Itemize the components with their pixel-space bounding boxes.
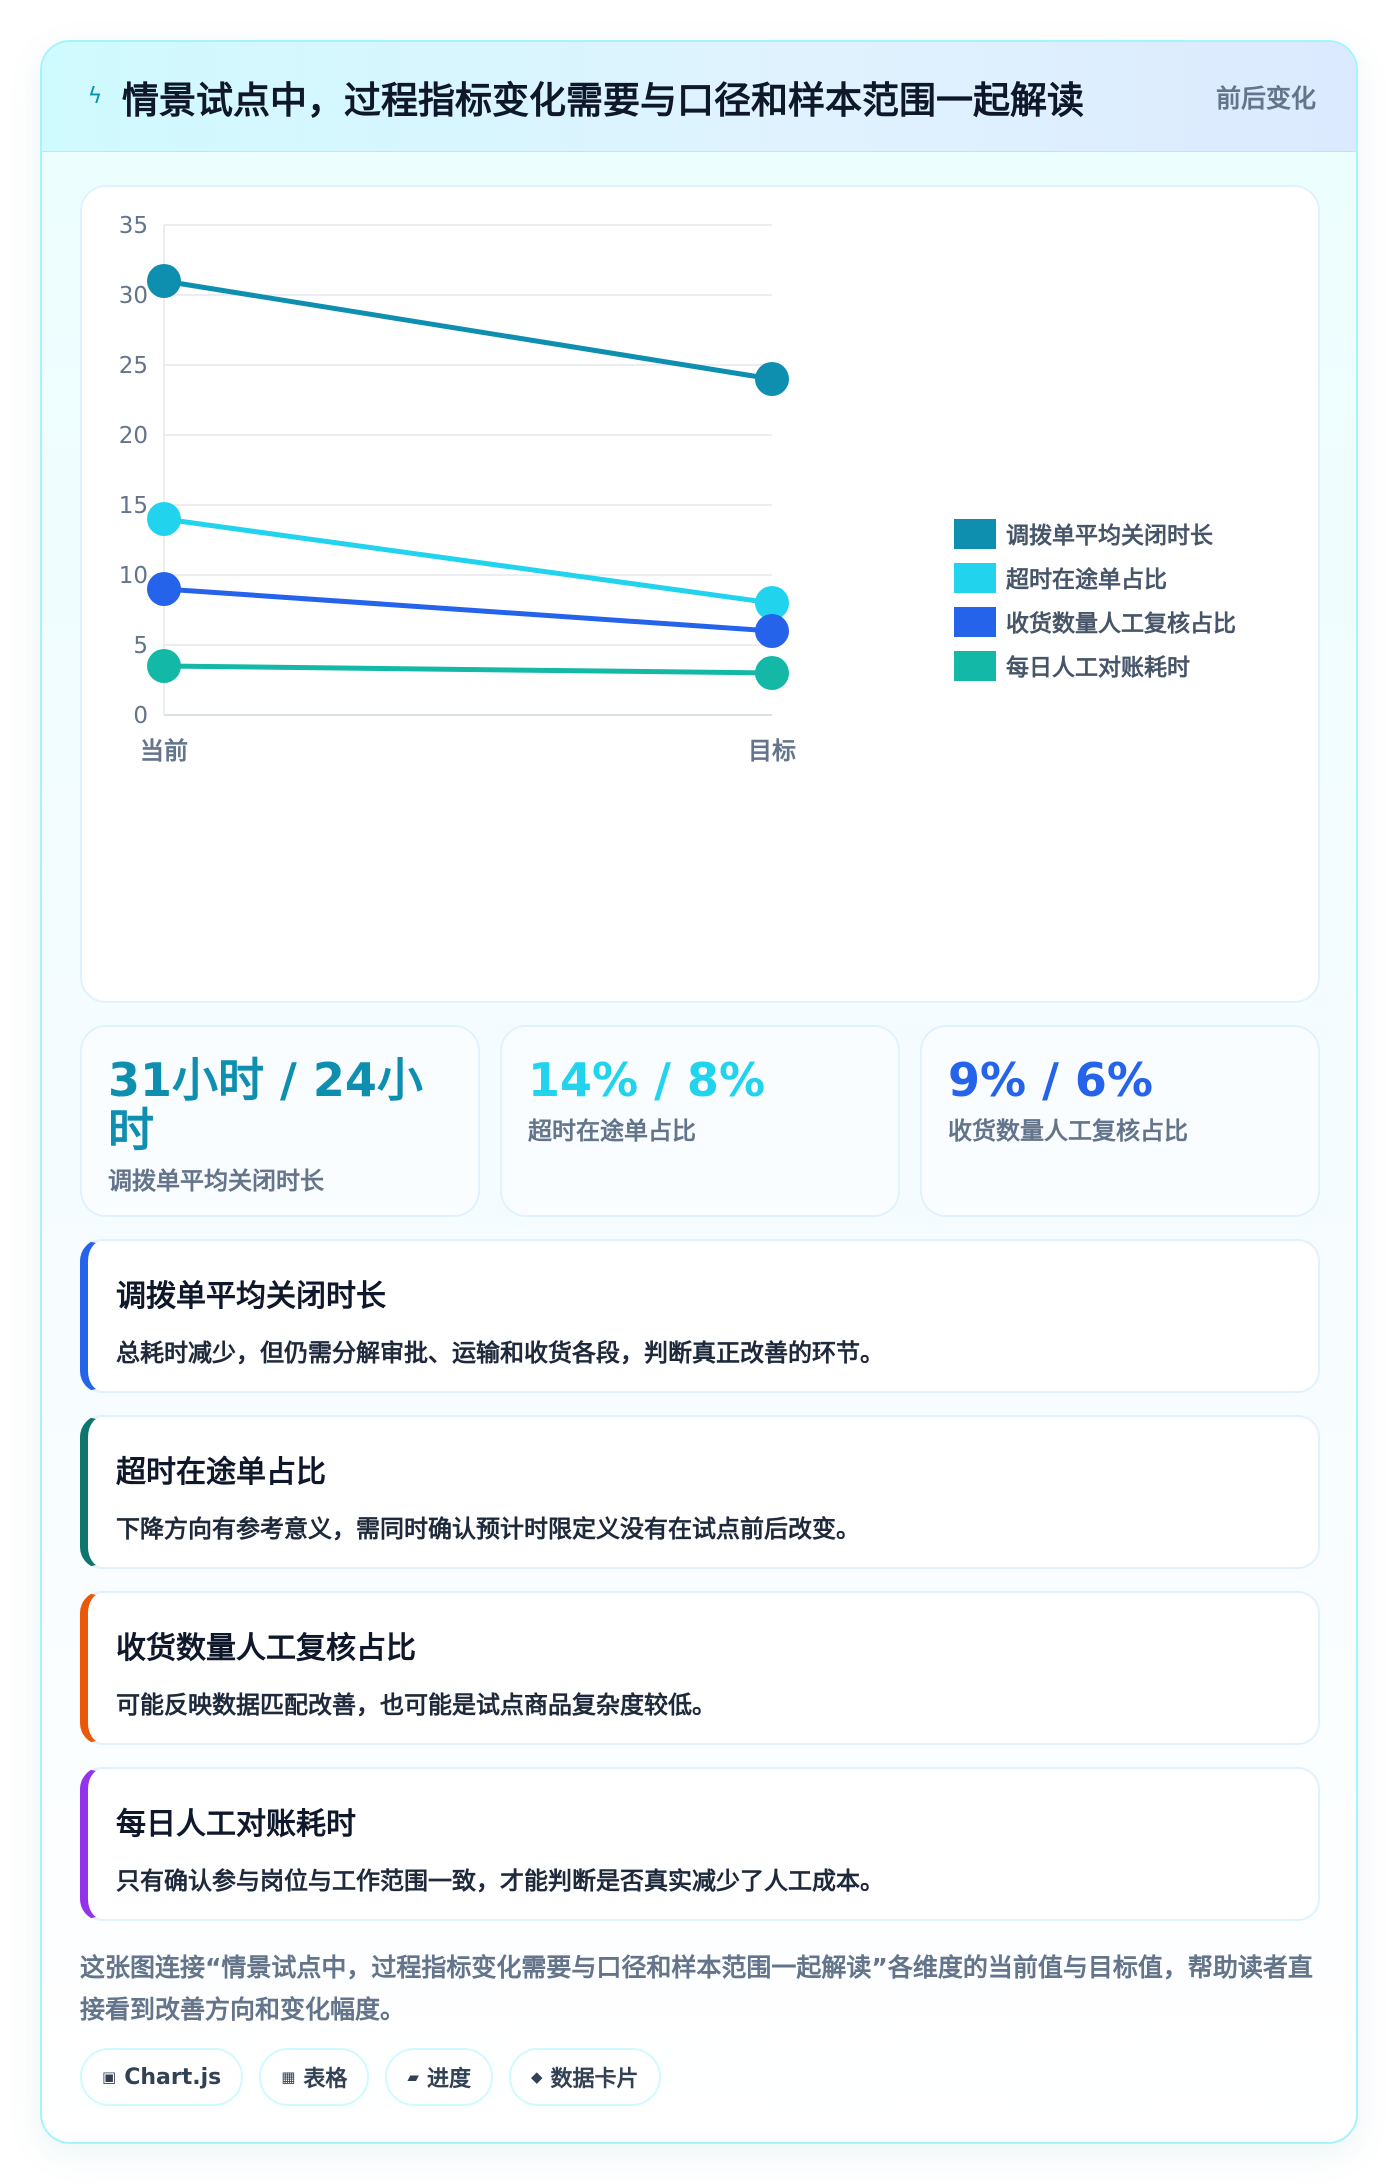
series-line [161,278,775,382]
note-title: 每日人工对账耗时 [116,1807,356,1842]
y-tick-label: 30 [119,283,148,309]
progress-icon: ▰ [407,2068,419,2086]
legend-swatch [954,563,996,593]
line-chart-canvas: 0 5 10 15 20 25 30 35 当前 目标 调拨单平均关闭时长超时在途单占比收货数量人工… [119,213,1236,765]
note-title: 收货数量人工复核占比 [116,1631,416,1666]
series-line [161,516,775,606]
note-text: 下降方向有参考意义，需同时确认预计时限定义没有在试点前后改变。 [116,1515,860,1543]
lightning-icon: ϟ [87,84,103,109]
x-tick-label: 当前 [140,737,188,765]
kpi-card-overdue-ratio: 14% / 8% 超时在途单占比 [500,1025,900,1217]
note-card: 超时在途单占比 下降方向有参考意义，需同时确认预计时限定义没有在试点前后改变。 [80,1415,1320,1569]
x-tick-label: 目标 [748,737,796,765]
kpi-card-closing-time: 31小时 / 24小时 调拨单平均关闭时长 [80,1025,480,1217]
chart-icon: ▣ [102,2068,117,2086]
note-title: 超时在途单占比 [116,1455,326,1490]
tech-chips: ▣ Chart.js ▦ 表格 ▰ 进度 ◆ 数据卡片 [80,2048,661,2106]
y-tick-label: 35 [119,213,148,239]
chip-label: 表格 [303,2067,348,2092]
series-line [161,586,775,634]
data-point [147,572,181,606]
data-point [755,656,789,690]
note-text: 总耗时减少，但仍需分解审批、运输和收货各段，判断真正改善的环节。 [116,1339,884,1367]
note-text: 只有确认参与岗位与工作范围一致，才能判断是否真实减少了人工成本。 [116,1867,884,1895]
note-text: 可能反映数据匹配改善，也可能是试点商品复杂度较低。 [116,1691,716,1719]
chip-chartjs[interactable]: ▣ Chart.js [80,2048,244,2106]
kpi-label: 收货数量人工复核占比 [948,1117,1188,1145]
line-chart: 0 5 10 15 20 25 30 35 当前 目标 调拨单平均关闭时长 超时在途单占比收货数量人工… [80,185,1320,1003]
kpi-value: 31小时 / 24小时 [108,1053,423,1157]
data-point [147,502,181,536]
chip-label: Chart.js [124,2064,222,2090]
note-title: 调拨单平均关闭时长 [116,1279,386,1314]
legend-label: 超时在途单占比 [1006,566,1167,593]
report-card: ϟ 情景试点中，过程指标变化需要与口径和样本范围一起解读 前后变化 0 5 10 15… [40,40,1358,2144]
card-icon: ◆ [530,2068,543,2086]
legend-swatch [954,607,996,637]
y-tick-label: 10 [119,563,148,589]
header-tag: 前后变化 [1215,83,1316,113]
chip-progress[interactable]: ▰ 进度 [385,2048,493,2106]
y-tick-label: 5 [133,633,148,659]
chip-label: 数据卡片 [550,2067,639,2092]
kpi-card-recheck-ratio: 9% / 6% 收货数量人工复核占比 [920,1025,1320,1217]
data-point [147,264,181,298]
legend-swatch [954,519,996,549]
legend-label: 调拨单平均关闭时长 [1006,522,1214,549]
data-point [755,614,789,648]
legend-label: 收货数量人工复核占比 [1006,610,1236,637]
kpi-row: 31小时 / 24小时 调拨单平均关闭时长 14% / 8% 超时在途单占比 9… [80,1025,1320,1217]
summary-text: 这张图连接“情景试点中，过程指标变化需要与口径和样本范围一起解读”各维度的当前值… [80,1953,1313,2024]
chip-table[interactable]: ▦ 表格 [259,2048,370,2106]
chip-label: 进度 [426,2067,471,2092]
table-icon: ▦ [281,2068,296,2086]
note-card: 收货数量人工复核占比 可能反映数据匹配改善，也可能是试点商品复杂度较低。 [80,1591,1320,1745]
note-card: 每日人工对账耗时 只有确认参与岗位与工作范围一致，才能判断是否真实减少了人工成本… [80,1767,1320,1921]
series-line [161,663,775,676]
y-tick-label: 25 [119,353,148,379]
chip-data-card[interactable]: ◆ 数据卡片 [508,2048,661,2106]
card-header: ϟ 情景试点中，过程指标变化需要与口径和样本范围一起解读 前后变化 [42,42,1356,152]
page-title: 情景试点中，过程指标变化需要与口径和样本范围一起解读 [122,78,1084,122]
kpi-value: 9% / 6% [948,1053,1154,1107]
kpi-label: 调拨单平均关闭时长 [108,1167,324,1195]
legend-swatch [954,651,996,681]
kpi-value: 14% / 8% [528,1053,766,1107]
note-card: 调拨单平均关闭时长 总耗时减少，但仍需分解审批、运输和收货各段，判断真正改善的环… [80,1239,1320,1393]
data-point [755,586,789,620]
y-tick-label: 0 [133,703,148,729]
kpi-label: 超时在途单占比 [528,1117,696,1145]
y-tick-label: 20 [119,423,148,449]
y-tick-label: 15 [119,493,148,519]
legend-label: 每日人工对账耗时 [1006,654,1190,681]
data-point [147,649,181,683]
data-point [755,362,789,396]
